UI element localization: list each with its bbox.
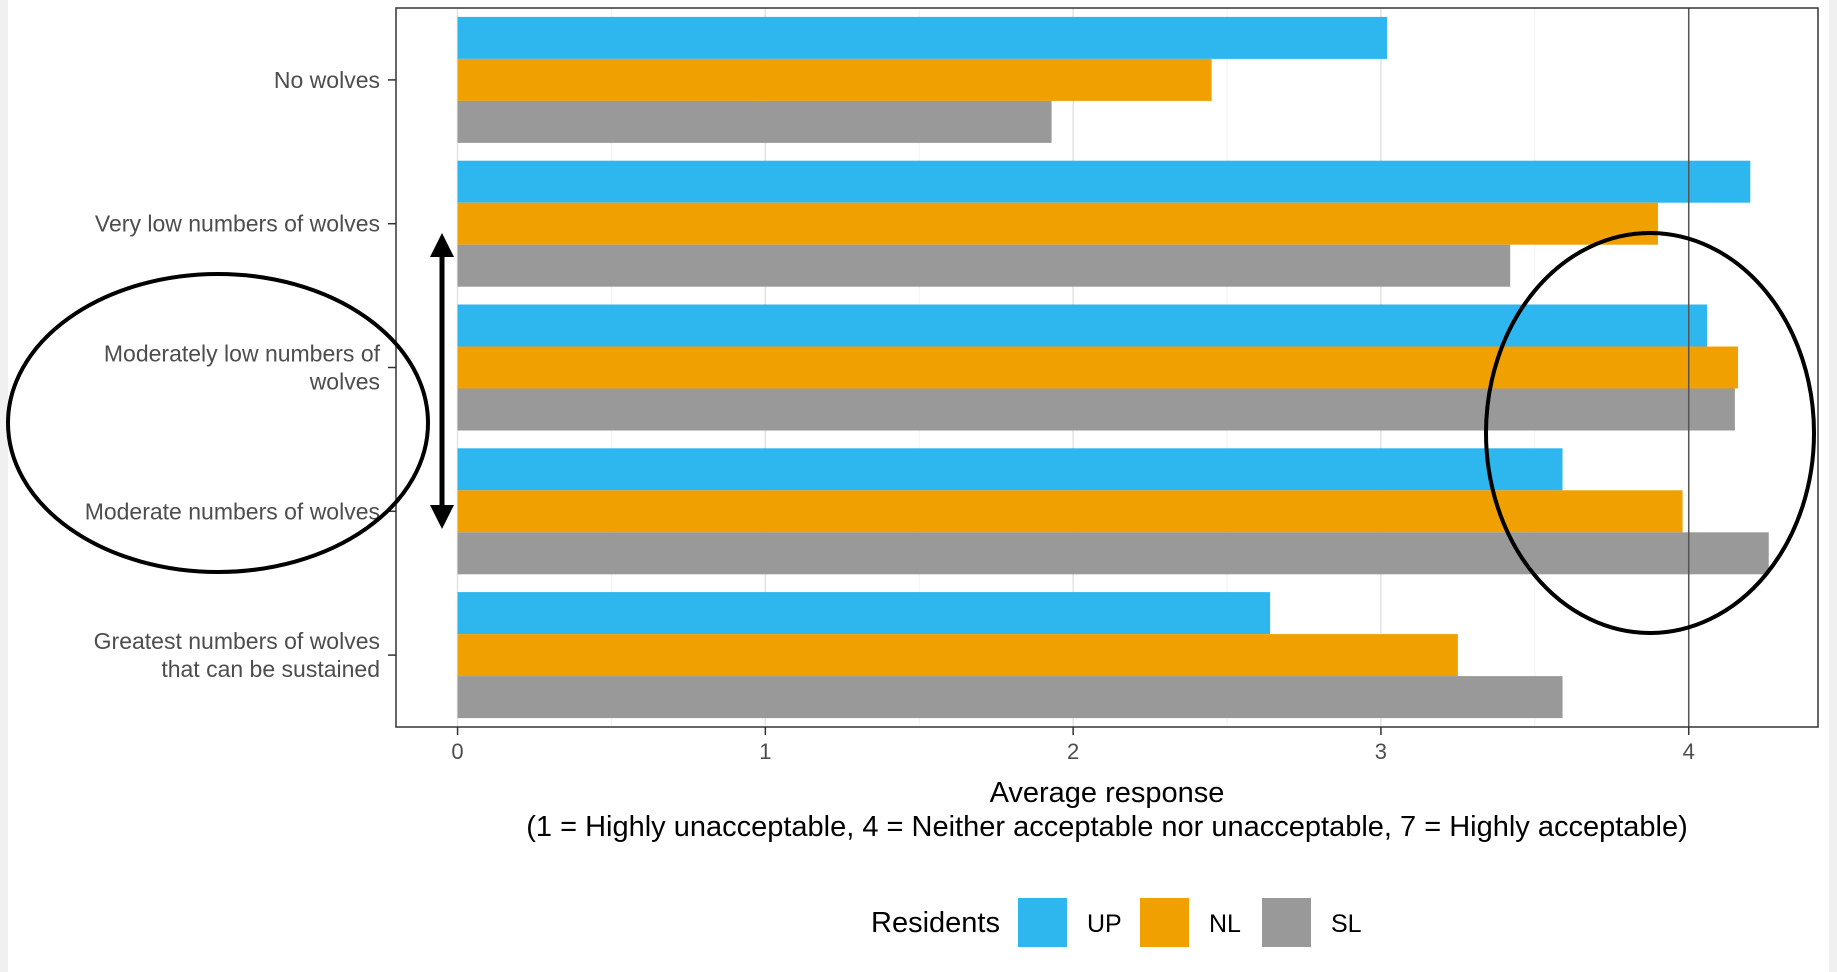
bar-sl	[457, 388, 1735, 431]
x-tick-label: 3	[1375, 739, 1387, 764]
category-label: Moderately low numbers of	[104, 341, 381, 367]
bar-nl	[457, 346, 1738, 389]
annotation-ellipse-right	[1484, 231, 1816, 635]
x-tick-label: 2	[1067, 739, 1079, 764]
legend-label: NL	[1209, 910, 1241, 938]
bar-nl	[457, 490, 1683, 533]
category-label: Moderate numbers of wolves	[85, 498, 380, 524]
category-label: Greatest numbers of wolves	[94, 628, 380, 654]
bar-nl	[457, 202, 1658, 245]
bar-up	[457, 160, 1751, 203]
bar-nl	[457, 634, 1458, 677]
x-tick-label: 1	[759, 739, 771, 764]
x-axis-subtitle: (1 = Highly unacceptable, 4 = Neither ac…	[526, 811, 1688, 843]
x-tick-label: 4	[1683, 739, 1695, 764]
bar-up	[457, 16, 1388, 59]
bar-sl	[457, 244, 1511, 287]
annotation-ellipse-left	[6, 272, 430, 574]
bar-sl	[457, 676, 1563, 719]
legend-key-up	[1018, 898, 1067, 947]
x-tick-label: 0	[451, 739, 463, 764]
bar-sl	[457, 100, 1052, 143]
bar-up	[457, 592, 1271, 635]
legend-key-nl	[1140, 898, 1189, 947]
annotation-arrow-head-down	[430, 505, 454, 529]
bar-up	[457, 304, 1708, 347]
legend-key-sl	[1262, 898, 1311, 947]
category-label: No wolves	[274, 67, 380, 93]
category-label: wolves	[309, 369, 380, 395]
legend-title: Residents	[871, 907, 1000, 939]
bar-up	[457, 448, 1563, 491]
bar-sl	[457, 532, 1769, 575]
legend-label: UP	[1087, 910, 1122, 938]
category-label: Very low numbers of wolves	[95, 211, 380, 237]
legend-label: SL	[1331, 910, 1362, 938]
annotation-arrow-head-up	[430, 233, 454, 257]
bar-nl	[457, 58, 1212, 101]
x-axis-title: Average response	[990, 777, 1225, 809]
category-label: that can be sustained	[161, 656, 380, 682]
